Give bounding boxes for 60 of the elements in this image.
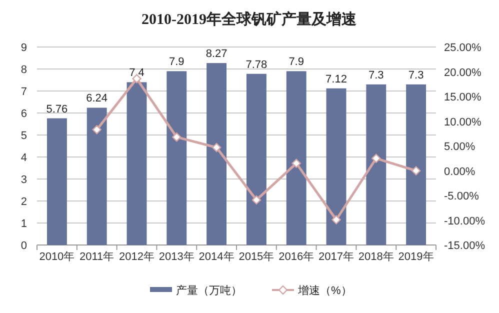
y-tick-label: 7 <box>20 86 27 98</box>
data-label: 8.27 <box>206 48 228 60</box>
y2-tick-label: -10.00% <box>444 215 486 228</box>
x-tick-label: 2017年 <box>318 251 354 263</box>
y-tick-label: 3 <box>20 174 27 186</box>
data-label: 7.12 <box>326 73 347 86</box>
x-tick-label: 2015年 <box>238 251 274 263</box>
y-tick-label: 4 <box>20 152 27 164</box>
y2-tick-label: 0.00% <box>444 166 476 178</box>
bar <box>166 71 187 245</box>
data-label: 7.78 <box>246 58 268 71</box>
data-label: 7.9 <box>288 56 304 68</box>
point <box>252 195 262 205</box>
y2-tick-label: 15.00% <box>444 92 482 104</box>
bar <box>406 84 426 245</box>
legend-label: 产量（万吨） <box>176 284 242 297</box>
y2-tick-label: -5.00% <box>444 190 480 202</box>
legend-label: 增速（%） <box>297 284 352 297</box>
y-tick-label: 5 <box>20 130 27 142</box>
x-tick-label: 2018年 <box>358 251 394 263</box>
bar <box>126 82 147 245</box>
y-tick-label: 2 <box>20 196 27 208</box>
y2-tick-label: -15.00% <box>444 240 486 252</box>
point <box>172 132 182 142</box>
bar <box>286 71 306 245</box>
y-tick-label: 1 <box>20 218 27 230</box>
bar <box>46 118 67 245</box>
data-label: 6.24 <box>86 92 108 105</box>
bar <box>326 88 346 245</box>
data-label: 7.4 <box>129 67 144 80</box>
x-tick-label: 2011年 <box>80 251 114 263</box>
x-tick-label: 2013年 <box>158 251 194 263</box>
x-tick-label: 2014年 <box>198 251 234 263</box>
data-label: 7.3 <box>368 69 384 82</box>
y2-tick-label: 20.00% <box>444 66 482 79</box>
bar <box>86 108 107 245</box>
y-tick-label: 8 <box>20 64 27 76</box>
data-label: 5.76 <box>46 103 68 116</box>
y2-tick-label: 25.00% <box>444 42 482 54</box>
point <box>332 215 341 224</box>
y-tick-label: 6 <box>20 108 27 120</box>
y2-tick-label: 10.00% <box>444 116 482 128</box>
bar <box>366 84 386 245</box>
point <box>292 158 301 168</box>
data-label: 7.9 <box>169 56 184 68</box>
x-tick-label: 2012年 <box>119 251 154 263</box>
bar <box>206 63 227 245</box>
y-tick-label: 9 <box>20 42 27 54</box>
point <box>411 166 421 176</box>
point <box>92 125 102 134</box>
chart-title: 2010-2019年全球钒矿产量及增速 <box>142 10 358 28</box>
point <box>372 154 381 163</box>
point <box>212 142 222 152</box>
x-tick-label: 2016年 <box>278 251 314 263</box>
data-label: 7.3 <box>408 69 424 82</box>
y-tick-label: 0 <box>20 240 27 252</box>
bar <box>246 74 266 245</box>
x-tick-label: 2019年 <box>398 251 434 263</box>
x-tick-label: 2010年 <box>39 251 75 263</box>
y2-tick-label: 5.00% <box>444 141 476 153</box>
